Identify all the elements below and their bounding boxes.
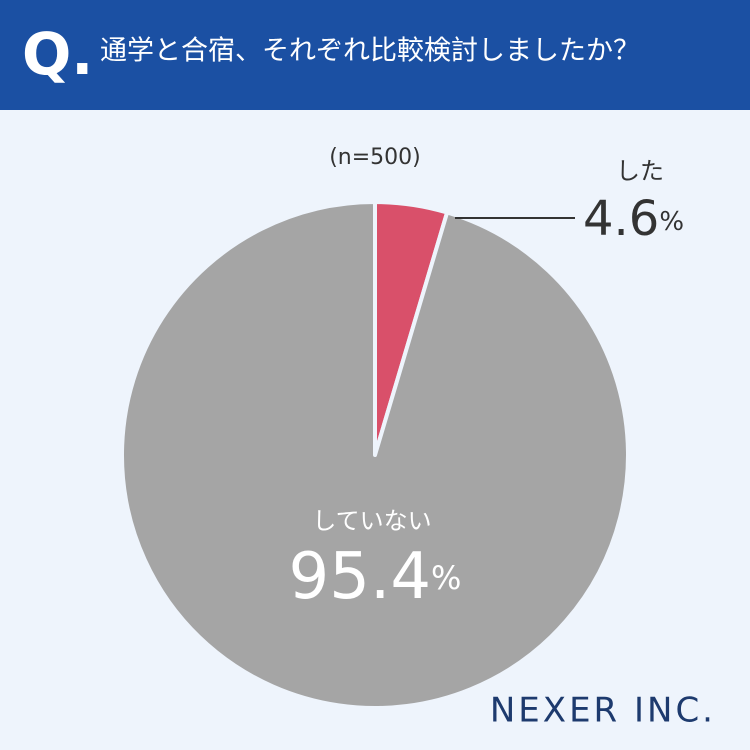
value-label: 4.6% [583, 191, 684, 247]
chart-title: 通学と合宿、それぞれ比較検討しましたか？ [100, 36, 640, 67]
category-label: した [616, 157, 664, 185]
pie-slice [120, 200, 630, 710]
category-label: していない [312, 507, 431, 535]
brand-logo: NEXER INC. [490, 691, 716, 731]
question-prefix: Q. [22, 20, 93, 88]
header-band [0, 0, 750, 110]
value-label: 95.4% [289, 540, 462, 614]
sample-size: (n=500) [329, 145, 421, 170]
